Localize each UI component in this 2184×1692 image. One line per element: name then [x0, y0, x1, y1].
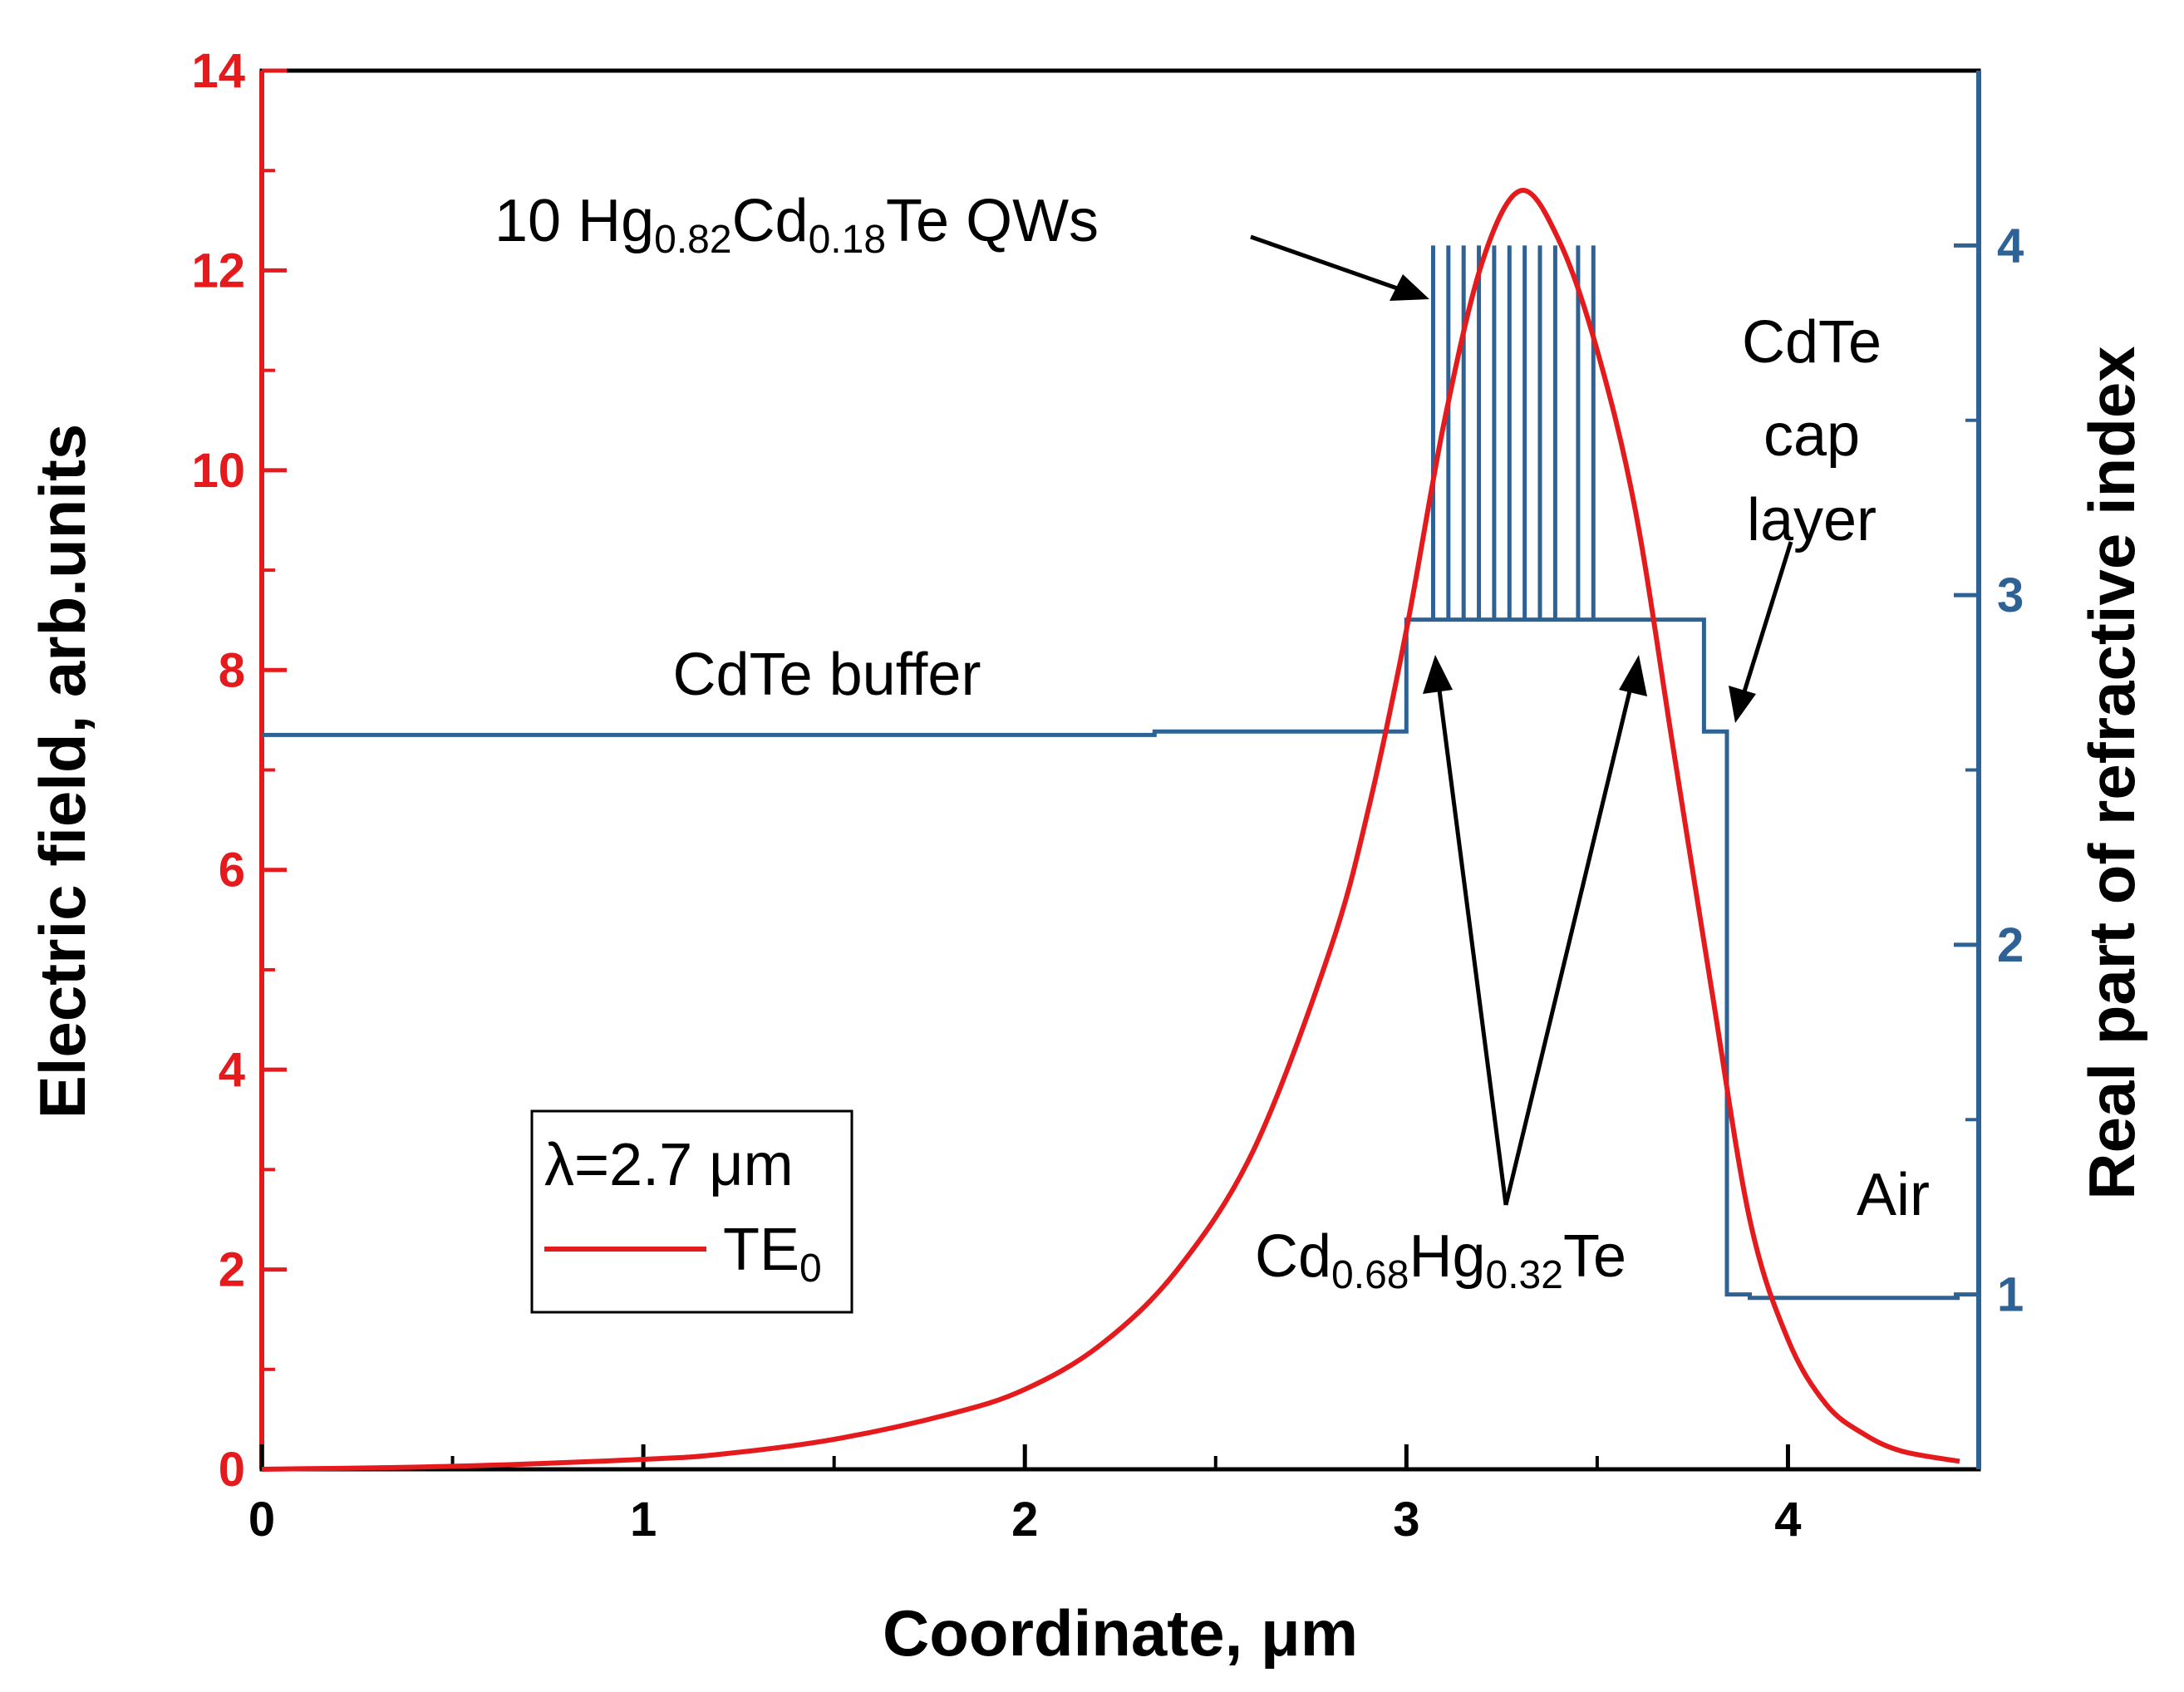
plot-area [259, 68, 1981, 1472]
x-tick-label-2: 2 [1011, 1493, 1038, 1547]
x-tick-label-3: 3 [1393, 1493, 1419, 1547]
y-left-tick-label-14: 14 [191, 44, 245, 98]
qw-arrowhead [1390, 274, 1429, 301]
cap-label-line-1: CdTe [1742, 309, 1881, 376]
y-axis-left-title: Electric field, arb.units [26, 424, 99, 1119]
annotation-arrows [1250, 234, 1793, 1206]
y-right-tick-label-2: 2 [1997, 918, 2024, 972]
cap-label-line-3: layer [1747, 487, 1877, 553]
y-left-tick-label-4: 4 [219, 1043, 245, 1097]
cap-arrowhead [1729, 686, 1756, 723]
legend-box [530, 1109, 853, 1314]
y-left-tick-label-6: 6 [219, 844, 245, 898]
y-axis-right-title: Real part of refractive index [2075, 346, 2148, 1199]
cap-label-line-2: cap [1763, 402, 1860, 469]
legend: λ=2.7 μm TE0 [530, 1109, 853, 1314]
y-right-tick-label-3: 3 [1997, 568, 2024, 622]
qw-arrow [1250, 234, 1405, 293]
y-left-tick-label-8: 8 [219, 643, 245, 697]
y-left-tick-label-2: 2 [219, 1243, 245, 1297]
y-left-tick-label-12: 12 [191, 243, 245, 298]
cladding-arrowhead-right [1619, 655, 1647, 696]
y-left-tick-label-0: 0 [219, 1443, 245, 1497]
legend-title: λ=2.7 μm [544, 1132, 794, 1198]
x-axis-title: Coordinate, μm [883, 1596, 1358, 1670]
legend-entry-te0: TE0 [723, 1217, 822, 1291]
x-tick-label-4: 4 [1774, 1493, 1801, 1547]
y-right-tick-label-1: 1 [1997, 1268, 2024, 1322]
cap-arrow [1739, 541, 1793, 703]
cladding-arrowhead-left [1423, 655, 1453, 694]
y-right-tick-label-4: 4 [1997, 219, 2024, 273]
cladding-arrow-left [1435, 676, 1508, 1206]
series-refractive-index [262, 617, 1960, 1301]
air-label: Air [1857, 1162, 1930, 1228]
x-tick-label-0: 0 [248, 1493, 275, 1547]
y-left-tick-label-10: 10 [191, 444, 245, 498]
buffer-label: CdTe buffer [673, 642, 981, 708]
cladding-arrow-right [1503, 676, 1636, 1206]
series-te0-electric-field [261, 188, 1960, 1472]
x-tick-label-1: 1 [630, 1493, 657, 1547]
qw-label: 10 Hg0.82Cd0.18Te QWs [494, 188, 1099, 262]
cladding-label: Cd0.68Hg0.32Te [1255, 1223, 1626, 1297]
